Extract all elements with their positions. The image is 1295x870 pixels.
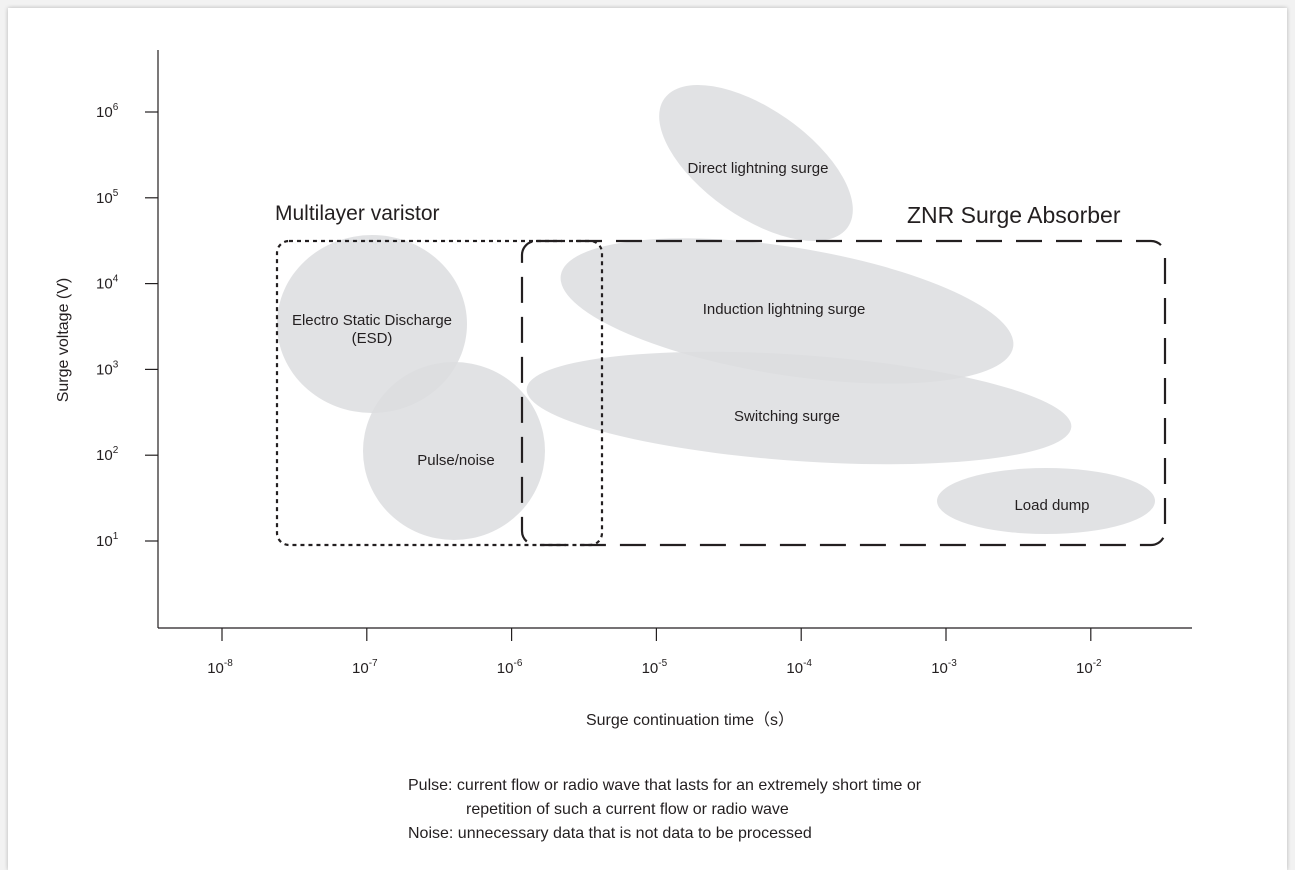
tick-exponent: -2 [1093, 658, 1102, 669]
tick-exponent: 1 [113, 531, 119, 542]
note: repetition of such a current flow or rad… [466, 801, 789, 818]
region-shape [659, 85, 853, 241]
tick-base: 10 [96, 190, 113, 207]
group-title: ZNR Surge Absorber [907, 202, 1121, 228]
tick-base: 10 [642, 660, 659, 677]
tick-label: 10-4 [786, 658, 812, 677]
region-shape [526, 351, 1072, 465]
tick-label: 10-7 [352, 658, 378, 677]
tick-label: 102 [96, 445, 119, 464]
tick-exponent: -7 [369, 658, 378, 669]
region-shape [560, 238, 1014, 384]
region-shape [277, 235, 467, 413]
region-shape [363, 362, 545, 540]
tick-base: 10 [96, 447, 113, 464]
tick-exponent: -4 [803, 658, 812, 669]
tick-label: 10-6 [497, 658, 523, 677]
region-label: Load dump [1014, 497, 1089, 514]
note: Pulse: current flow or radio wave that l… [408, 777, 922, 794]
tick-exponent: 5 [113, 188, 119, 199]
tick-label: 10-5 [642, 658, 668, 677]
tick-label: 103 [96, 359, 119, 378]
tick-label: 101 [96, 531, 119, 550]
tick-base: 10 [352, 660, 369, 677]
region-label: Pulse/noise [417, 452, 495, 469]
region-label: Induction lightning surge [703, 301, 866, 318]
tick-exponent: 4 [113, 274, 119, 285]
tick-base: 10 [931, 660, 948, 677]
region-label: Electro Static Discharge [292, 312, 452, 329]
tick-label: 10-8 [207, 658, 233, 677]
tick-exponent: -3 [948, 658, 957, 669]
tick-exponent: 3 [113, 359, 119, 370]
region-label: Direct lightning surge [688, 160, 829, 177]
tick-label: 10-2 [1076, 658, 1102, 677]
multilayer-boundary [275, 239, 604, 547]
tick-label: 10-3 [931, 658, 957, 677]
tick-base: 10 [207, 660, 224, 677]
x-axis-label: Surge continuation time（s） [586, 711, 794, 729]
tick-exponent: -8 [224, 658, 233, 669]
x-ticks: 10-8 10-7 10-6 10-5 10-4 10-3 10-2 [207, 628, 1102, 677]
tick-base: 10 [497, 660, 514, 677]
y-axis-label: Surge voltage (V) [55, 278, 72, 403]
tick-label: 104 [96, 274, 119, 293]
tick-base: 10 [1076, 660, 1093, 677]
region-shape [937, 468, 1155, 534]
tick-label: 105 [96, 188, 119, 207]
tick-base: 10 [96, 533, 113, 550]
tick-base: 10 [786, 660, 803, 677]
tick-exponent: -6 [513, 658, 522, 669]
tick-base: 10 [96, 361, 113, 378]
note: Noise: unnecessary data that is not data… [408, 825, 812, 842]
tick-exponent: 6 [113, 102, 119, 113]
tick-exponent: -5 [658, 658, 667, 669]
group-title: Multilayer varistor [275, 202, 440, 225]
znr-boundary [520, 239, 1167, 547]
tick-base: 10 [96, 104, 113, 121]
region-label: (ESD) [352, 330, 393, 347]
tick-exponent: 2 [113, 445, 119, 456]
tick-base: 10 [96, 276, 113, 293]
tick-label: 106 [96, 102, 119, 121]
region-label: Switching surge [734, 408, 840, 425]
